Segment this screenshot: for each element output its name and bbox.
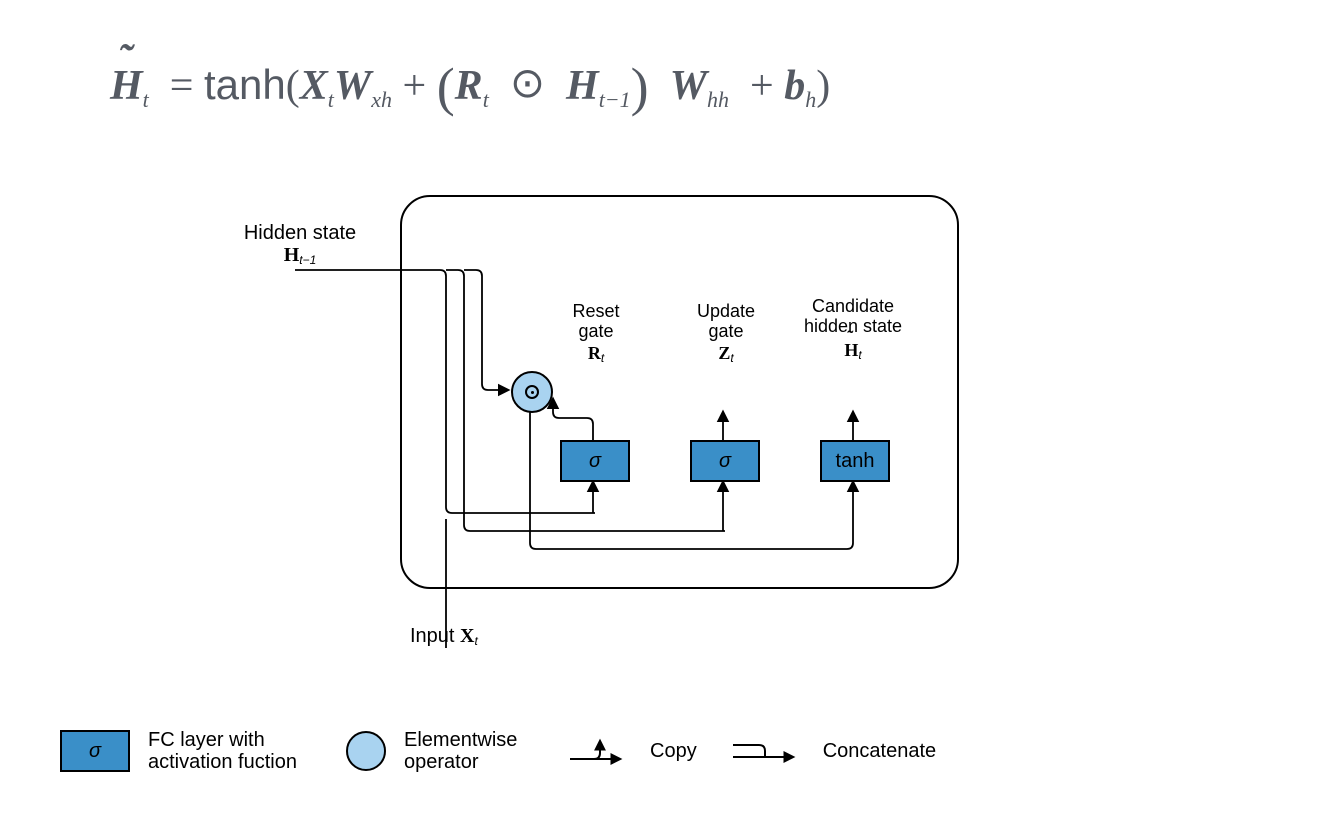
update-gate-label: Update gate Zt bbox=[683, 302, 769, 365]
legend-copy: Copy bbox=[562, 731, 697, 771]
odot-node bbox=[511, 371, 553, 413]
concat-icon bbox=[725, 731, 805, 771]
input-label: Input Xt bbox=[410, 625, 550, 648]
candidate-label: Candidate hidden state Ht bbox=[793, 297, 913, 362]
legend: σ FC layer with activation fuction Eleme… bbox=[60, 729, 1270, 773]
legend-concat: Concatenate bbox=[725, 731, 936, 771]
cell-border bbox=[400, 195, 959, 589]
legend-fc: σ FC layer with activation fuction bbox=[60, 729, 318, 773]
hidden-state-label: Hidden state Ht−1 bbox=[225, 222, 375, 267]
copy-icon bbox=[562, 731, 632, 771]
legend-elementwise: Elementwise operator bbox=[346, 729, 534, 773]
sigma2-box: σ bbox=[690, 440, 760, 482]
legend-fc-box: σ bbox=[60, 730, 130, 772]
legend-circle-icon bbox=[346, 731, 386, 771]
reset-gate-label: Reset gate Rt bbox=[556, 302, 636, 365]
tanh-box: tanh bbox=[820, 440, 890, 482]
sigma1-box: σ bbox=[560, 440, 630, 482]
